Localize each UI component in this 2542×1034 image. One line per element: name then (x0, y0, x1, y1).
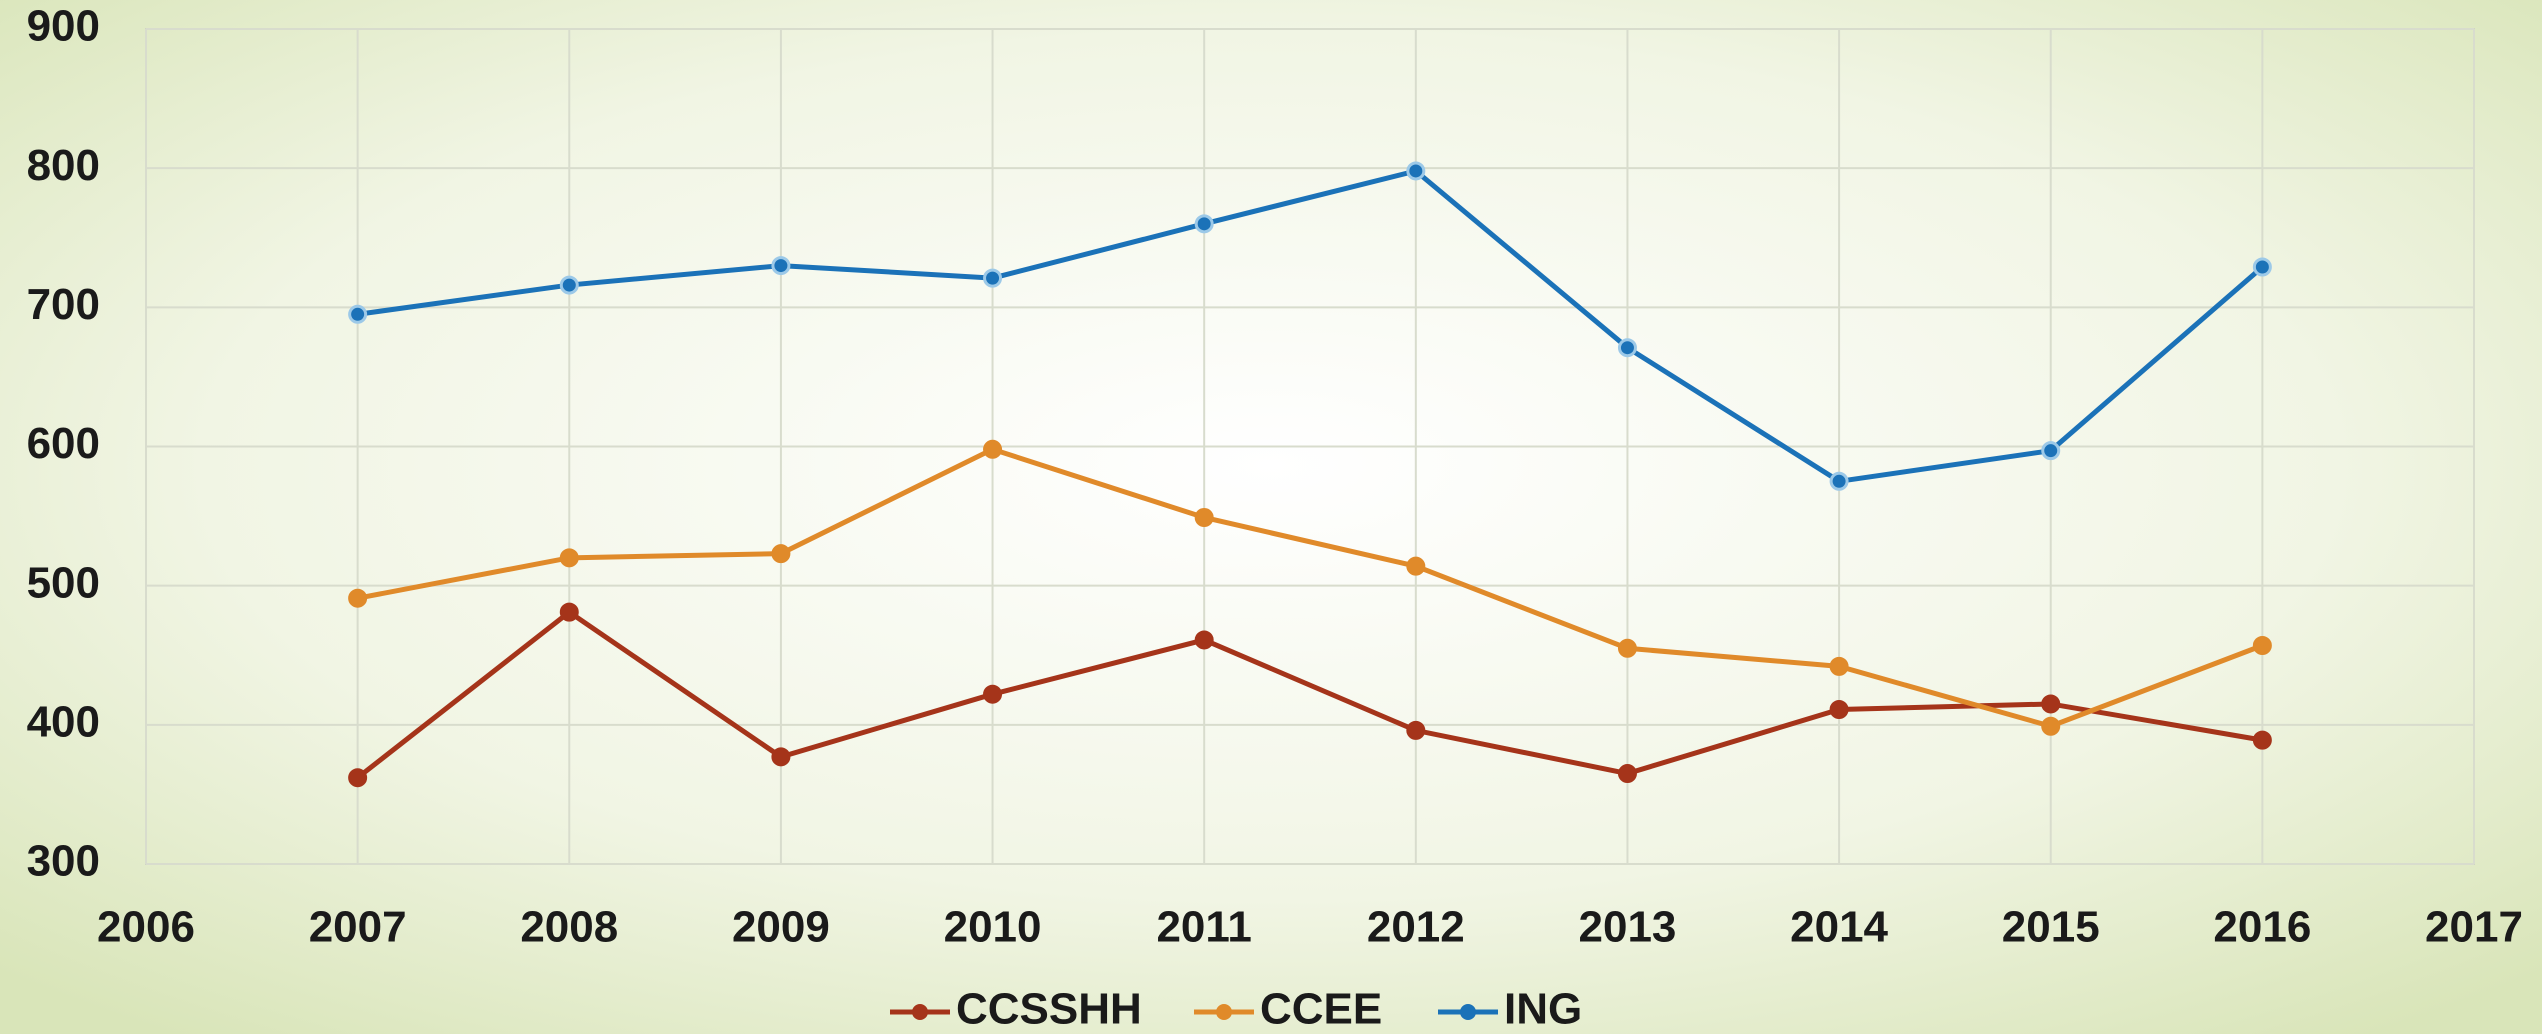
y-tick-label: 900 (27, 2, 100, 51)
data-point (2041, 716, 2061, 736)
series-line (356, 609, 2263, 780)
x-tick-label: 2006 (97, 903, 195, 952)
data-point (1194, 214, 1214, 234)
legend-marker (912, 1004, 928, 1020)
data-point (2041, 441, 2061, 461)
series-line (357, 168, 2264, 484)
x-tick-label: 2014 (1790, 903, 1888, 952)
data-point (1406, 161, 1426, 181)
y-tick-label: 700 (27, 280, 100, 329)
legend-label: CCSSHH (956, 985, 1142, 1034)
x-tick-label: 2011 (1156, 903, 1251, 952)
data-point (771, 747, 791, 767)
data-point (559, 602, 579, 622)
data-point (2252, 257, 2272, 277)
series-line (357, 446, 2264, 729)
y-tick-label: 600 (27, 419, 100, 468)
data-point (983, 684, 1003, 704)
data-point (348, 768, 368, 788)
data-point (348, 304, 368, 324)
x-tick-label: 2013 (1579, 903, 1677, 952)
legend-label: ING (1504, 985, 1582, 1034)
data-point (771, 544, 791, 564)
data-point (1406, 556, 1426, 576)
x-tick-label: 2007 (309, 903, 407, 952)
data-point (348, 588, 368, 608)
data-point (1829, 656, 1849, 676)
y-tick-label: 300 (27, 837, 100, 886)
data-point (559, 548, 579, 568)
data-point (1829, 700, 1849, 720)
data-point (1617, 764, 1637, 784)
data-point (771, 256, 791, 276)
data-point (2252, 636, 2272, 656)
legend-label: CCEE (1260, 985, 1382, 1034)
data-point (983, 439, 1003, 459)
x-tick-label: 2009 (732, 903, 830, 952)
x-tick-label: 2017 (2425, 903, 2523, 952)
data-point (1194, 630, 1214, 650)
data-point (983, 268, 1003, 288)
x-tick-label: 2008 (520, 903, 618, 952)
x-tick-label: 2016 (2213, 903, 2311, 952)
data-point (1617, 638, 1637, 658)
legend-marker (1216, 1004, 1232, 1020)
data-point (1617, 338, 1637, 358)
data-point (2252, 730, 2272, 750)
data-point (1194, 507, 1214, 527)
x-tick-label: 2015 (2002, 903, 2100, 952)
y-tick-label: 500 (27, 558, 100, 607)
data-point (1829, 471, 1849, 491)
y-tick-label: 400 (27, 697, 100, 746)
data-point (2041, 694, 2061, 714)
data-point (1406, 720, 1426, 740)
x-tick-label: 2012 (1367, 903, 1465, 952)
y-tick-label: 800 (27, 141, 100, 190)
legend-marker (1460, 1004, 1476, 1020)
x-tick-label: 2010 (944, 903, 1042, 952)
data-point (559, 275, 579, 295)
